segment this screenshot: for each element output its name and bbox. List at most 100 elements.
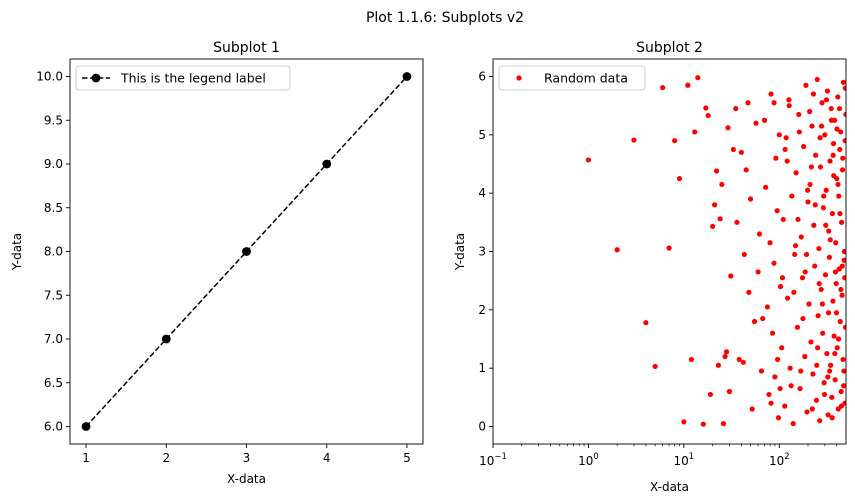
data-point bbox=[758, 368, 765, 374]
y-tick-label: 4 bbox=[478, 186, 486, 200]
data-point bbox=[816, 280, 822, 287]
data-point bbox=[810, 91, 817, 97]
data-point bbox=[793, 170, 799, 176]
data-point bbox=[837, 210, 843, 217]
data-point bbox=[838, 388, 844, 395]
data-point bbox=[764, 304, 770, 310]
data-point bbox=[839, 263, 845, 269]
data-point bbox=[838, 286, 844, 293]
data-point bbox=[794, 324, 801, 330]
data-point bbox=[777, 385, 783, 392]
x-axis-label: X-data bbox=[227, 472, 266, 486]
data-point bbox=[832, 269, 839, 275]
legend: This is the legend label bbox=[75, 65, 291, 91]
data-point bbox=[842, 275, 846, 281]
data-point bbox=[841, 383, 846, 389]
data-point bbox=[753, 120, 759, 126]
data-point bbox=[707, 391, 714, 398]
data-point bbox=[814, 362, 820, 368]
data-point bbox=[812, 263, 818, 269]
data-point bbox=[829, 394, 835, 400]
data-point bbox=[843, 111, 846, 118]
data-point bbox=[811, 222, 817, 228]
y-tick-label: 7.0 bbox=[44, 332, 63, 346]
data-point bbox=[715, 362, 721, 368]
data-point bbox=[242, 247, 251, 256]
data-point bbox=[81, 422, 91, 431]
y-tick-label: 6.5 bbox=[44, 376, 63, 390]
data-point bbox=[821, 193, 827, 199]
data-point bbox=[826, 228, 832, 234]
data-point bbox=[772, 374, 778, 380]
data-point bbox=[836, 193, 842, 199]
data-point bbox=[782, 146, 788, 153]
data-point bbox=[842, 400, 846, 406]
data-point bbox=[789, 193, 795, 199]
y-tick-label: 3 bbox=[478, 245, 486, 259]
data-point bbox=[820, 205, 827, 211]
data-point bbox=[837, 146, 843, 153]
data-point bbox=[747, 196, 754, 202]
plot-area bbox=[585, 75, 846, 427]
data-point bbox=[833, 280, 839, 287]
data-point bbox=[841, 248, 846, 255]
y-tick-label: 9.0 bbox=[44, 157, 63, 171]
data-point bbox=[795, 216, 801, 223]
x-tick-label: 102 bbox=[769, 452, 790, 468]
data-point bbox=[840, 79, 846, 85]
subplot-2: Subplot 2 10−1 100 101 102 0 1 2 3 4 5 6 X-data Y-dat… bbox=[453, 40, 847, 494]
y-tick-label: 9.5 bbox=[44, 113, 63, 127]
subplot-title: Subplot 2 bbox=[636, 40, 703, 56]
data-point bbox=[681, 419, 687, 425]
legend-label: Random data bbox=[544, 71, 628, 86]
data-point bbox=[822, 132, 828, 138]
legend-box bbox=[75, 65, 291, 91]
data-point bbox=[719, 181, 725, 188]
data-point bbox=[807, 108, 813, 115]
data-point bbox=[802, 353, 808, 360]
data-point bbox=[815, 313, 821, 319]
data-point bbox=[723, 349, 730, 355]
data-point bbox=[652, 363, 658, 370]
data-point bbox=[826, 254, 833, 260]
data-point bbox=[768, 91, 774, 97]
data-point bbox=[828, 362, 834, 368]
data-point bbox=[823, 97, 830, 103]
data-point bbox=[827, 237, 833, 243]
data-point bbox=[776, 132, 782, 138]
y-tick-label: 7.5 bbox=[44, 288, 63, 302]
data-point bbox=[804, 409, 810, 415]
data-point bbox=[700, 421, 706, 427]
data-point bbox=[660, 84, 666, 91]
data-point bbox=[838, 129, 844, 135]
data-point bbox=[825, 412, 831, 418]
data-point bbox=[806, 301, 812, 307]
data-point bbox=[322, 159, 332, 169]
x-tick-label: 5 bbox=[403, 451, 411, 465]
data-point bbox=[705, 112, 711, 119]
data-point bbox=[842, 138, 846, 144]
data-point bbox=[756, 231, 763, 237]
data-point bbox=[733, 105, 739, 112]
data-point bbox=[839, 292, 845, 298]
data-point bbox=[796, 111, 802, 118]
y-tick-label: 8.5 bbox=[44, 201, 63, 215]
data-point bbox=[822, 272, 829, 278]
data-point bbox=[786, 103, 792, 109]
data-point bbox=[812, 202, 818, 208]
data-point bbox=[585, 157, 592, 163]
subplot-1: Subplot 1 1 2 3 4 5 6.0 6.5 7.0 7.5 8.0 8.5 9.0 9.5 10… bbox=[10, 40, 424, 486]
data-point bbox=[814, 76, 820, 83]
data-point bbox=[821, 380, 827, 386]
data-point bbox=[803, 251, 810, 258]
x-tick-label: 10−1 bbox=[479, 452, 507, 468]
data-point bbox=[812, 152, 819, 158]
data-point bbox=[792, 243, 799, 249]
data-point bbox=[631, 137, 637, 143]
data-point bbox=[834, 126, 840, 132]
data-point bbox=[740, 359, 746, 365]
data-point bbox=[769, 330, 776, 336]
data-point bbox=[688, 356, 695, 363]
data-point bbox=[832, 377, 838, 383]
